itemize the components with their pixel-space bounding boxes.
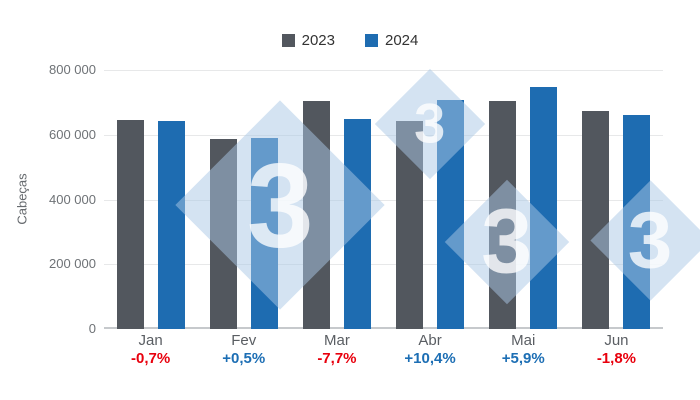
bar-group-mai [477, 87, 570, 329]
chart-legend: 2023 2024 [0, 32, 700, 49]
bar-fev-2024 [250, 138, 278, 329]
variation-label: -7,7% [317, 350, 357, 367]
variation-label: -0,7% [130, 350, 171, 367]
bar-abr-2023 [396, 121, 424, 329]
bar-group-jun [570, 111, 663, 329]
y-tick-label: 400 000 [49, 191, 96, 207]
variation-label: +10,4% [404, 350, 456, 367]
bar-jan-2023 [116, 120, 144, 329]
y-tick-label: 600 000 [49, 126, 96, 142]
legend-label-2023: 2023 [301, 32, 335, 49]
legend-swatch-2024 [365, 34, 378, 47]
bar-jun-2024 [623, 115, 651, 329]
bar-jan-2024 [157, 121, 185, 329]
y-tick-label: 800 000 [49, 62, 96, 77]
bar-group-abr [384, 100, 477, 329]
bar-group-fev [197, 138, 290, 329]
month-label: Mar [323, 332, 350, 349]
month-label: Jun [604, 332, 629, 349]
x-label-cell-fev: Fev +0,5% [197, 332, 290, 368]
x-label-cell-mai: Mai +5,9% [477, 332, 570, 368]
legend-item-2023: 2023 [281, 32, 335, 49]
variation-label: -1,8% [596, 350, 636, 367]
y-tick-label: 0 [88, 321, 96, 336]
bar-mai-2023 [489, 101, 517, 329]
month-label: Mai [511, 332, 536, 349]
month-label: Jan [138, 332, 163, 349]
x-label-cell-jan: Jan -0,7% [104, 332, 197, 368]
month-label: Abr [418, 332, 442, 349]
gridline [104, 70, 663, 71]
bar-fev-2023 [209, 139, 237, 329]
variation-label: +5,9% [501, 350, 545, 367]
x-axis-line [104, 327, 663, 329]
legend-swatch-2023 [281, 34, 295, 47]
bar-group-jan [104, 120, 197, 329]
bar-jun-2023 [582, 111, 610, 329]
bar-abr-2024 [437, 100, 465, 329]
bar-mar-2023 [302, 101, 330, 329]
month-label: Fev [231, 332, 257, 349]
y-tick-label: 200 000 [49, 256, 96, 272]
bar-group-mar [290, 101, 383, 329]
bar-mai-2024 [530, 87, 558, 329]
legend-label-2024: 2024 [385, 32, 419, 49]
legend-item-2024: 2024 [365, 32, 418, 49]
x-label-cell-mar: Mar -7,7% [290, 332, 383, 368]
x-label-cell-abr: Abr +10,4% [384, 332, 477, 368]
variation-label: +0,5% [222, 350, 266, 367]
x-label-cell-jun: Jun -1,8% [570, 332, 663, 368]
bar-mar-2024 [343, 119, 371, 329]
